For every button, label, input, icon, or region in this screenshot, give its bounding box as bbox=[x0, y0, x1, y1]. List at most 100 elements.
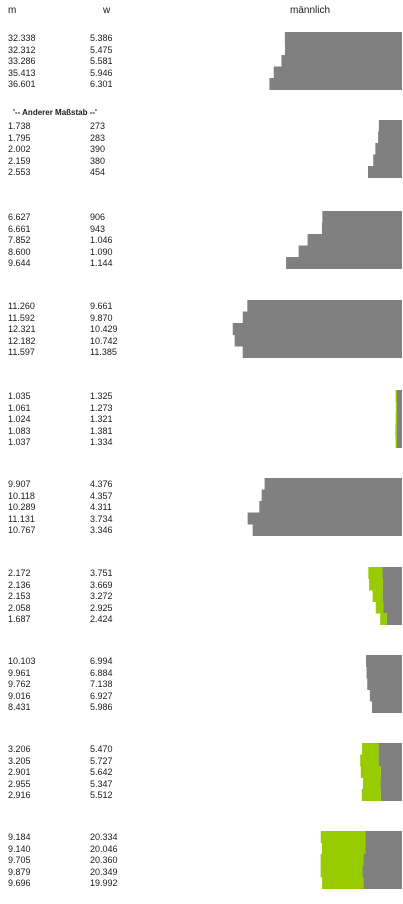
bar-maennlich bbox=[396, 401, 402, 414]
cell-w: 3.734 bbox=[90, 513, 113, 524]
cell-m: 9.184 bbox=[8, 832, 31, 842]
bar-maennlich bbox=[242, 346, 402, 358]
cell-w: 3.669 bbox=[90, 579, 113, 590]
bar-maennlich bbox=[369, 689, 402, 702]
bar-maennlich bbox=[386, 613, 402, 625]
cell-w: 1.144 bbox=[90, 258, 113, 268]
bar-difference bbox=[395, 401, 397, 414]
cell-m: 3.206 bbox=[8, 744, 31, 754]
cell-m: 2.058 bbox=[8, 602, 31, 613]
cell-w: 1.046 bbox=[90, 235, 113, 245]
bar-maennlich bbox=[307, 234, 402, 246]
cell-m: 1.061 bbox=[8, 402, 31, 413]
cell-m: 1.687 bbox=[8, 614, 31, 624]
cell-m: 32.312 bbox=[8, 44, 36, 55]
bar-difference bbox=[395, 424, 397, 437]
bar-maennlich bbox=[378, 743, 402, 755]
bar-maennlich bbox=[362, 865, 402, 878]
cell-m: 2.901 bbox=[8, 767, 31, 777]
cell-m: 33.286 bbox=[8, 56, 36, 66]
bar-difference bbox=[395, 436, 397, 448]
cell-m: 9.696 bbox=[8, 878, 31, 888]
bar-difference bbox=[360, 766, 381, 778]
cell-w: 5.946 bbox=[90, 67, 113, 78]
cell-w: 390 bbox=[90, 144, 106, 154]
cell-m: 9.879 bbox=[8, 866, 31, 877]
cell-m: 2.553 bbox=[8, 167, 31, 177]
bar-maennlich bbox=[232, 323, 402, 335]
cell-m: 11.597 bbox=[8, 347, 35, 357]
cell-m: 10.767 bbox=[8, 525, 36, 535]
cell-m: 6.627 bbox=[8, 212, 31, 222]
bar-difference bbox=[369, 578, 383, 591]
bar-maennlich bbox=[365, 842, 402, 855]
bar-difference bbox=[362, 743, 379, 755]
cell-w: 20.360 bbox=[90, 855, 118, 865]
cell-m: 9.762 bbox=[8, 679, 31, 689]
cell-w: 20.334 bbox=[90, 832, 118, 842]
bar-difference bbox=[380, 613, 387, 625]
bar-difference bbox=[320, 831, 366, 843]
header-m: m bbox=[8, 5, 17, 16]
cell-m: 1.035 bbox=[8, 391, 31, 401]
bar-maennlich bbox=[261, 489, 402, 502]
cell-w: 380 bbox=[90, 155, 106, 166]
bar-maennlich bbox=[363, 877, 402, 889]
cell-m: 8.431 bbox=[8, 702, 31, 712]
bar-maennlich bbox=[375, 143, 402, 155]
cell-w: 454 bbox=[90, 167, 106, 177]
cell-w: 5.727 bbox=[90, 755, 113, 766]
cell-w: 10.429 bbox=[90, 324, 118, 334]
bar-maennlich bbox=[365, 831, 402, 843]
bar-difference bbox=[395, 390, 397, 402]
bar-difference bbox=[320, 854, 364, 866]
cell-m: 9.016 bbox=[8, 690, 31, 701]
cell-w: 4.311 bbox=[90, 502, 112, 512]
cell-w: 3.272 bbox=[90, 591, 113, 601]
bar-maennlich bbox=[284, 32, 402, 44]
bar-maennlich bbox=[378, 120, 402, 132]
bar-maennlich bbox=[380, 789, 402, 801]
cell-m: 6.661 bbox=[8, 223, 31, 234]
cell-w: 1.321 bbox=[90, 414, 113, 424]
bar-maennlich bbox=[380, 777, 402, 790]
cell-w: 6.884 bbox=[90, 667, 113, 678]
cell-m: 1.024 bbox=[8, 414, 31, 424]
cell-w: 906 bbox=[90, 212, 106, 222]
bar-maennlich bbox=[286, 257, 402, 269]
cell-m: 1.083 bbox=[8, 425, 31, 436]
cell-w: 20.046 bbox=[90, 843, 118, 854]
bar-difference bbox=[320, 865, 363, 878]
cell-w: 9.870 bbox=[90, 312, 113, 323]
bar-maennlich bbox=[247, 300, 402, 312]
cell-w: 5.386 bbox=[90, 33, 113, 43]
bar-difference bbox=[372, 590, 383, 602]
cell-w: 4.376 bbox=[90, 479, 113, 489]
bar-maennlich bbox=[397, 413, 402, 425]
cell-w: 5.475 bbox=[90, 44, 113, 55]
cell-m: 9.907 bbox=[8, 479, 31, 489]
cell-w: 943 bbox=[90, 223, 106, 234]
cell-w: 1.090 bbox=[90, 246, 113, 257]
bar-difference bbox=[361, 789, 381, 801]
cell-w: 20.349 bbox=[90, 866, 118, 877]
header-w: w bbox=[103, 5, 111, 16]
bar-maennlich bbox=[264, 478, 402, 490]
bar-maennlich bbox=[382, 567, 402, 579]
cell-w: 6.927 bbox=[90, 690, 113, 701]
bar-difference bbox=[375, 601, 384, 614]
bar-maennlich bbox=[382, 590, 402, 602]
cell-w: 1.325 bbox=[90, 391, 113, 401]
cell-w: 4.357 bbox=[90, 490, 113, 501]
bar-difference bbox=[368, 567, 383, 579]
cell-m: 9.644 bbox=[8, 258, 31, 268]
cell-m: 1.795 bbox=[8, 132, 31, 143]
bar-maennlich bbox=[396, 390, 402, 402]
cell-w: 11.385 bbox=[90, 347, 117, 357]
bar-maennlich bbox=[247, 512, 402, 525]
cell-w: 2.424 bbox=[90, 614, 113, 624]
bar-maennlich bbox=[269, 78, 402, 90]
bar-maennlich bbox=[298, 245, 402, 258]
scale-note: '-- Anderer Maßstab --' bbox=[13, 108, 97, 117]
cell-m: 9.961 bbox=[8, 667, 31, 678]
